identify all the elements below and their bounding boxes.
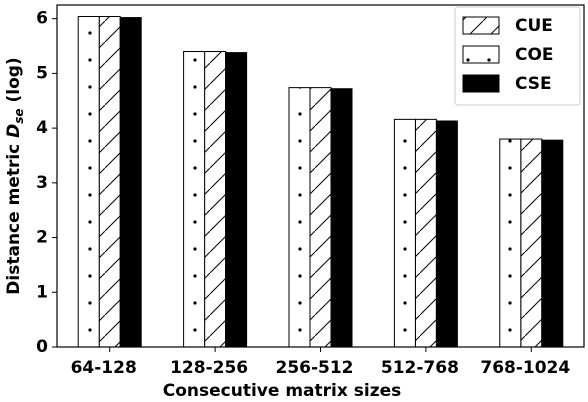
legend-swatch: [462, 45, 500, 64]
bar: [119, 17, 142, 348]
bar: [414, 118, 437, 348]
bar: [393, 118, 416, 348]
bar: [288, 87, 311, 348]
x-axis-label: Consecutive matrix sizes: [163, 381, 401, 401]
bar: [77, 15, 100, 348]
y-tick-label: 0: [36, 337, 48, 357]
bar: [98, 15, 121, 348]
x-tick-label: 768-1024: [480, 358, 570, 378]
bar: [309, 87, 332, 348]
y-tick-label: 4: [36, 118, 48, 138]
x-tick-label: 64-128: [71, 358, 137, 378]
legend-swatch: [462, 16, 500, 35]
bar: [499, 138, 522, 348]
y-tick-label: 3: [36, 173, 48, 193]
x-tick-label: 256-512: [275, 358, 353, 378]
bar: [183, 51, 206, 348]
plot-frame: [56, 4, 585, 348]
legend-label: CUE: [515, 16, 553, 36]
x-tick-label: 512-768: [381, 358, 459, 378]
legend-label: CSE: [515, 74, 552, 94]
x-tick-label: 128-256: [170, 358, 248, 378]
bar: [541, 139, 564, 348]
bar: [204, 51, 227, 348]
bar: [330, 88, 353, 348]
bar: [520, 138, 543, 348]
bar: [225, 52, 248, 348]
legend-label: COE: [515, 45, 554, 65]
legend-swatch: [462, 74, 500, 93]
y-tick-label: 5: [36, 63, 48, 83]
bar: [435, 120, 458, 348]
y-tick-label: 1: [36, 282, 48, 302]
y-tick-label: 2: [36, 228, 48, 248]
y-axis-label: Distance metric Dse (log): [4, 57, 29, 294]
y-tick-label: 6: [36, 9, 48, 29]
